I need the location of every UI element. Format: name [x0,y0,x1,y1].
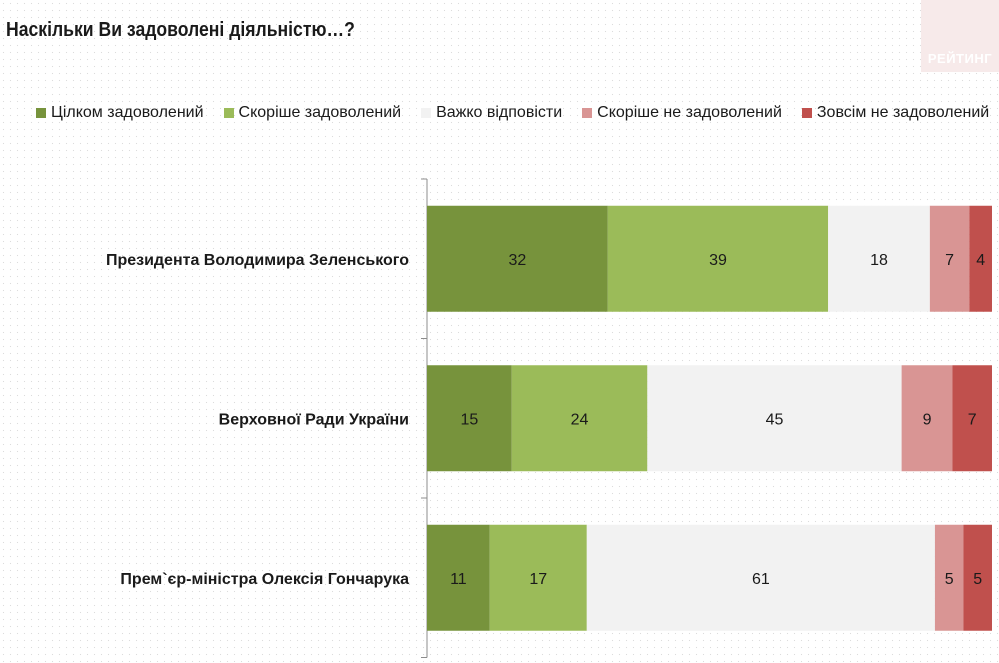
data-label: 7 [968,411,977,428]
category-label: Верховної Ради України [219,411,409,428]
legend-item-hard-to-say: Важко відповісти [421,104,562,122]
data-label: 15 [460,411,478,428]
legend-item-rather-satisfied: Скоріше задоволений [223,104,402,122]
bar-segment [586,524,935,631]
bar-segment [427,365,512,472]
data-label: 45 [766,411,784,428]
bar-segment [607,205,829,312]
bar-segment [952,365,992,472]
legend-label: Цілком задоволений [51,104,204,121]
bar-segment [929,205,970,312]
bar-segment [427,524,490,631]
bar-segment [427,205,608,312]
data-label: 17 [529,571,547,588]
data-label: 24 [571,411,589,428]
bar-segment [901,365,953,472]
legend-swatch [36,108,46,118]
bar-segment [969,205,992,312]
data-label: 11 [450,571,467,588]
rating-logo: РЕЙТИНГ [921,0,999,72]
data-label: 18 [870,252,888,269]
bar-segment [828,205,930,312]
bar-segment [647,365,902,472]
chart-title: Наскільки Ви задоволені діяльністю…? [6,19,355,41]
legend-swatch [223,108,234,118]
data-label: 39 [709,252,727,269]
legend-label: Зовсім не задоволений [816,104,990,121]
chart-legend: Цілком задоволений Скоріше задоволений В… [36,104,999,122]
bar-segment [963,524,992,631]
bar-segment [511,365,648,472]
legend-label: Скоріше не задоволений [597,104,782,121]
category-label: Президента Володимира Зеленського [106,252,409,269]
data-label: 5 [973,571,982,588]
legend-item-not-satisfied-at-all: Зовсім не задоволений [801,104,990,122]
logo-text: РЕЙТИНГ [927,51,993,66]
data-label: 5 [945,571,954,588]
legend-swatch [801,108,812,118]
legend-label: Важко відповісти [436,104,563,121]
legend-swatch [582,108,593,118]
legend-swatch [421,108,432,118]
data-label: 9 [923,411,932,428]
bar-segment [934,524,964,631]
legend-label: Скоріше задоволений [238,104,402,121]
data-label: 32 [509,252,527,269]
data-label: 7 [945,252,954,269]
legend-item-rather-not-satisfied: Скоріше не задоволений [582,104,782,122]
bar-segment [489,524,587,631]
legend-item-fully-satisfied: Цілком задоволений [36,104,204,122]
category-label: Прем`єр-міністра Олексія Гончарука [120,571,409,588]
data-label: 4 [976,252,985,269]
data-label: 61 [752,571,770,588]
